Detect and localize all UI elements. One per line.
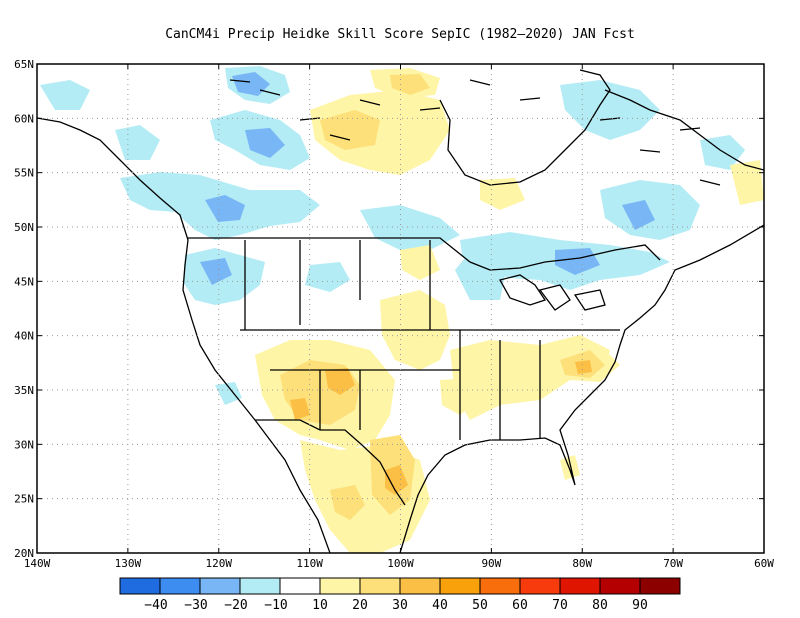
colorbar-swatch	[399, 577, 441, 595]
lon-tick-label: 110W	[296, 557, 323, 570]
us-canada-border	[188, 237, 661, 271]
labrador-coast	[604, 89, 764, 171]
colorbar-label: −30	[184, 598, 207, 613]
colorbar-swatch	[239, 577, 281, 595]
lon-tick-label: 90W	[481, 557, 501, 570]
colorbar-swatch	[319, 577, 361, 595]
lon-tick-label: 100W	[387, 557, 414, 570]
lat-tick-label: 30N	[14, 438, 34, 451]
shade-hudson-south	[455, 240, 510, 300]
longitude-labels: 140W 130W 120W 110W 100W 90W 80W 70W 60W	[24, 557, 775, 570]
lon-tick-label: 60W	[754, 557, 774, 570]
colorbar: −40 −30 −20 −10 10 20 30 40 50 60 70 80 90	[119, 577, 681, 613]
shade-florida	[560, 455, 580, 480]
shade-plains-north	[305, 262, 350, 292]
shade-north-bc-2	[115, 125, 160, 160]
colorbar-swatch	[359, 577, 401, 595]
shade-nevada	[215, 382, 242, 405]
shade-mexico-core	[330, 485, 365, 520]
shade-hudson-core	[320, 110, 380, 150]
shade-hudson-bay	[310, 90, 450, 175]
colorbar-swatch	[199, 577, 241, 595]
shade-tx-core	[385, 465, 408, 495]
lon-tick-label: 70W	[663, 557, 683, 570]
colorbar-label: 70	[552, 598, 568, 613]
colorbar-swatch	[639, 577, 681, 595]
lon-tick-label: 130W	[115, 557, 142, 570]
axis-ticks	[36, 63, 765, 554]
state-lines	[240, 240, 620, 440]
lat-tick-label: 60N	[14, 112, 34, 125]
lat-tick-label: 65N	[14, 58, 34, 71]
shade-nw-core	[200, 258, 232, 285]
colorbar-label: −20	[224, 598, 247, 613]
shade-plains-2	[400, 245, 440, 280]
colorbar-label: 50	[472, 598, 488, 613]
shade-bc-core	[245, 128, 285, 158]
gridlines	[37, 64, 764, 553]
shade-east-canada	[730, 160, 764, 205]
map-title: CanCM4i Precip Heidke Skill Score SepIC …	[165, 27, 635, 42]
arctic-islands	[229, 79, 721, 186]
colorbar-label: 20	[352, 598, 368, 613]
colorbar-swatch	[559, 577, 601, 595]
gulf-coast	[399, 224, 764, 553]
colorbar-swatch	[119, 577, 161, 595]
shade-az-core	[290, 398, 310, 420]
lon-tick-label: 140W	[24, 557, 51, 570]
lat-tick-label: 45N	[14, 275, 34, 288]
colorbar-label: 40	[432, 598, 448, 613]
shade-quebec-core	[622, 200, 655, 230]
hudson-bay	[439, 69, 611, 186]
lat-tick-label: 55N	[14, 167, 34, 180]
colorbar-label: −10	[264, 598, 287, 613]
colorbar-label: 60	[512, 598, 528, 613]
colorbar-swatch	[479, 577, 521, 595]
shade-lakes-core	[555, 248, 600, 275]
latitude-labels: 20N 25N 30N 35N 40N 45N 50N 55N 60N 65N	[14, 58, 34, 560]
colorbar-swatch	[599, 577, 641, 595]
lon-tick-label: 80W	[572, 557, 592, 570]
lat-tick-label: 40N	[14, 330, 34, 343]
pacific-coast	[37, 117, 331, 553]
lat-tick-label: 25N	[14, 493, 34, 506]
coastlines-and-borders	[37, 69, 764, 553]
colorbar-swatch	[439, 577, 481, 595]
lat-tick-label: 20N	[14, 547, 34, 560]
shade-ontario	[360, 205, 460, 250]
shade-canada-center	[480, 178, 525, 210]
lon-tick-label: 120W	[206, 557, 233, 570]
lat-tick-label: 50N	[14, 221, 34, 234]
colorbar-label: −40	[144, 598, 167, 613]
shade-hudson-east	[560, 80, 660, 140]
shade-baffin	[40, 80, 90, 110]
shade-ak-core	[205, 195, 245, 222]
shade-texas-gulf	[440, 378, 478, 415]
colorbar-label: 10	[312, 598, 328, 613]
colorbar-label: 80	[592, 598, 608, 613]
us-mexico-border	[255, 419, 406, 506]
lat-tick-label: 35N	[14, 384, 34, 397]
great-lakes-outline	[499, 274, 606, 311]
colorbar-swatch	[279, 577, 321, 595]
shade-nm-core	[325, 368, 355, 395]
colorbar-label: 30	[392, 598, 408, 613]
skill-shading	[40, 66, 764, 553]
colorbar-label: 90	[632, 598, 648, 613]
shade-va-core	[575, 360, 592, 374]
colorbar-swatch	[519, 577, 561, 595]
colorbar-swatch	[159, 577, 201, 595]
